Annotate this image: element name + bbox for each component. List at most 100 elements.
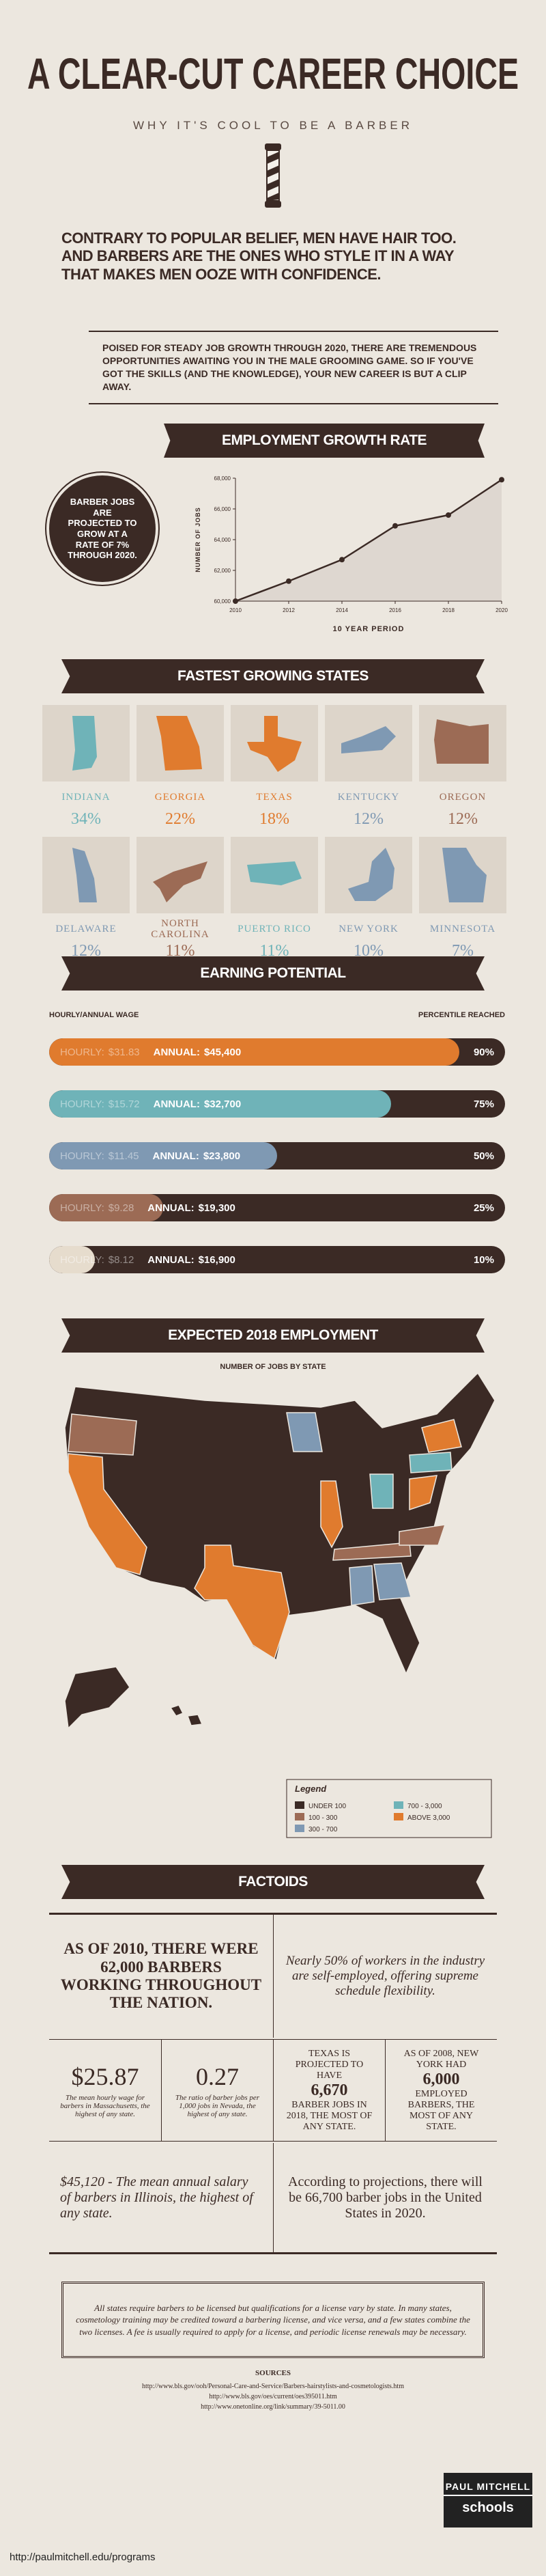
- state-oregon: [68, 1413, 137, 1456]
- point: [233, 598, 238, 604]
- state-shape: [72, 848, 97, 902]
- factoid-figure: $25.87: [71, 2063, 139, 2090]
- card-bg: [325, 837, 412, 913]
- state-illinois: [320, 1480, 343, 1549]
- state-tile: DELAWARE 12%: [42, 837, 130, 960]
- state-shape: [247, 861, 302, 885]
- state-texas: [194, 1545, 290, 1660]
- y-tick-label: 68,000: [214, 475, 231, 482]
- state-tile: GEORGIA 22%: [136, 705, 224, 829]
- legend-title: Legend: [295, 1784, 327, 1794]
- state-name: KENTUCKY: [337, 792, 400, 803]
- left-header: HOURLY/ANNUAL WAGE: [49, 1011, 139, 1019]
- factoid-figure: 6,000: [422, 2070, 460, 2088]
- logo-sub: schools: [462, 2500, 514, 2515]
- state-virginia: [409, 1475, 437, 1511]
- bar-labels: HOURLY: $15.72 ANNUAL: $32,700: [60, 1090, 241, 1118]
- state-card: [419, 705, 506, 781]
- state-card: [325, 837, 412, 913]
- line: [235, 479, 502, 603]
- x-axis-label: 10 YEAR PERIOD: [333, 625, 405, 633]
- annual-value: $23,800: [203, 1150, 241, 1162]
- x-tick-label: 2016: [389, 607, 401, 613]
- bar-labels: HOURLY: $8.12 ANNUAL: $16,900: [60, 1246, 235, 1273]
- factoid: 0.27 The ratio of barber jobs per 1,000 j…: [161, 2040, 273, 2141]
- growth-note: BARBER JOBS ARE PROJECTED TO GROW AT A R…: [49, 475, 156, 582]
- state-georgia: [373, 1562, 412, 1601]
- state-shape: [434, 719, 489, 764]
- legend-label: 300 - 700: [308, 1826, 338, 1833]
- legend-box: [286, 1779, 492, 1838]
- state-shape: [247, 716, 302, 772]
- state-shape: [442, 848, 487, 902]
- bar-track: [49, 1090, 505, 1118]
- factoid-frame: [49, 1913, 497, 2254]
- state-shape: [153, 861, 207, 902]
- percentile-label: 90%: [473, 1046, 494, 1058]
- source-link[interactable]: http://www.onetonline.org/link/summary/3…: [201, 2403, 345, 2411]
- state-tile: TEXAS 18%: [231, 705, 318, 829]
- state-card: [231, 705, 318, 781]
- percentile-label: 25%: [473, 1202, 494, 1214]
- state-hawaii: [186, 1714, 203, 1726]
- legend-label: ABOVE 3,000: [407, 1814, 450, 1822]
- bar: [49, 1194, 163, 1221]
- y-tick-label: 60,000: [214, 598, 231, 605]
- logo: PAUL MITCHELL schools: [444, 2473, 532, 2527]
- source-link[interactable]: http://www.bls.gov/oes/current/oes395011…: [209, 2393, 337, 2400]
- subtitle: WHY IT'S COOL TO BE A BARBER: [133, 119, 413, 132]
- bar-labels: HOURLY: $9.28 ANNUAL: $19,300: [60, 1194, 235, 1221]
- state-name: NEW YORK: [339, 924, 399, 935]
- factoid-text: employed barbers, the most of any state.: [407, 2088, 475, 2132]
- hourly-prefix: HOURLY:: [60, 1150, 104, 1162]
- x-tick-label: 2010: [229, 607, 242, 613]
- earning-bars: HOURLY: $31.83 ANNUAL: $45,400 90% HOURLY: $15…: [49, 1025, 505, 1284]
- state-shape: [348, 848, 394, 901]
- state-card: [325, 705, 412, 781]
- hourly-value: $8.12: [108, 1254, 134, 1266]
- footer-url[interactable]: http://paulmitchell.edu/programs: [10, 2551, 156, 2563]
- factoid: $45,120 - The mean annual salary of barb…: [60, 2174, 253, 2221]
- state-name: DELAWARE: [55, 924, 117, 935]
- factoid-text: Texas is projected to have: [295, 2048, 364, 2081]
- legend-label: UNDER 100: [308, 1803, 346, 1810]
- banner: EXPECTED 2018 EMPLOYMENT: [61, 1318, 485, 1353]
- hourly-value: $9.28: [108, 1202, 134, 1214]
- factoid-text: The mean hourly wage for barbers in Mass…: [60, 2094, 150, 2118]
- annual-prefix: ANNUAL:: [153, 1046, 200, 1058]
- factoid: Nearly 50% of workers in the industry ar…: [273, 1915, 497, 2038]
- point: [499, 477, 504, 483]
- state-alaska: [64, 1666, 130, 1730]
- factoid-text: As of 2008, New York had: [403, 2048, 479, 2070]
- state-card: [42, 837, 130, 913]
- bar-track: [49, 1246, 505, 1273]
- banner: EMPLOYMENT GROWTH RATE: [164, 424, 485, 458]
- state-tile: NEW YORK 10%: [325, 837, 412, 960]
- state-alabama: [349, 1565, 375, 1606]
- state-tile: INDIANA 34%: [42, 705, 130, 829]
- source-link[interactable]: http://www.bls.gov/ooh/Personal-Care-and…: [141, 2383, 404, 2390]
- point: [286, 578, 291, 584]
- x-tick-label: 2012: [283, 607, 295, 613]
- state-value: 12%: [448, 810, 478, 828]
- hourly-prefix: HOURLY:: [60, 1098, 104, 1110]
- state-card: [136, 705, 224, 781]
- growth-chart: 60,000 62,000 64,000 66,000 68,000 2010 2012 20…: [195, 475, 508, 633]
- bar: [49, 1038, 460, 1066]
- state-tennessee: [332, 1542, 412, 1561]
- banner: EARNING POTENTIAL: [61, 956, 485, 991]
- state-tile: KENTUCKY 12%: [325, 705, 412, 829]
- state-hawaii: [169, 1704, 184, 1717]
- annual-value: $45,400: [203, 1046, 242, 1058]
- hourly-prefix: HOURLY:: [60, 1046, 104, 1058]
- state-name: TEXAS: [256, 792, 293, 803]
- bar-track: [49, 1142, 505, 1169]
- bar: [49, 1090, 391, 1118]
- state-new-york: [421, 1419, 462, 1453]
- logo-brand: PAUL MITCHELL: [444, 2473, 532, 2496]
- factoid: According to projections, there will be …: [273, 2143, 497, 2252]
- legend-swatch: [394, 1801, 403, 1809]
- state-value: 34%: [71, 810, 101, 828]
- factoid-row: $25.87 The mean hourly wage for barbers i…: [49, 2039, 497, 2142]
